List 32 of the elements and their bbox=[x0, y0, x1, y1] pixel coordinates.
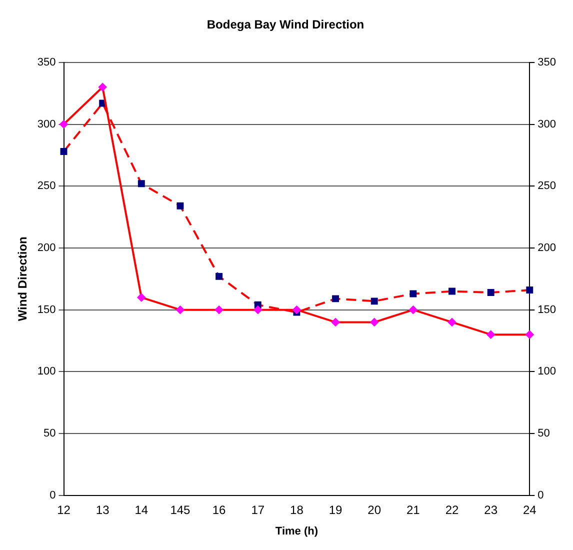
x-tick-label: 14 bbox=[134, 502, 148, 517]
x-tick-label: 12 bbox=[57, 502, 71, 517]
y2-tick-label: 250 bbox=[538, 180, 556, 192]
x-tick-label: 16 bbox=[212, 502, 226, 517]
x-tick-label: 24 bbox=[522, 502, 537, 517]
y2-tick-label: 100 bbox=[538, 366, 556, 378]
x-tick-label: 18 bbox=[290, 502, 304, 517]
x-tick-label: 22 bbox=[445, 502, 459, 517]
y2-tick-label: 0 bbox=[538, 489, 544, 502]
y-tick-label: 200 bbox=[37, 242, 56, 254]
y-tick-label: 300 bbox=[37, 118, 56, 130]
x-tick-label: 20 bbox=[368, 502, 382, 517]
y-tick-label: 0 bbox=[50, 489, 56, 502]
y2-tick-label: 50 bbox=[538, 428, 550, 440]
x-tick-label: 17 bbox=[251, 502, 265, 517]
chart-title: Bodega Bay Wind Direction bbox=[206, 18, 364, 32]
x-tick-label: 13 bbox=[96, 502, 110, 517]
x-tick-label: 145 bbox=[170, 502, 191, 517]
y-tick-label: 250 bbox=[37, 180, 56, 192]
y-tick-label: 50 bbox=[44, 428, 56, 440]
x-tick-label: 19 bbox=[328, 502, 343, 517]
y-axis-title: Wind Direction bbox=[16, 236, 30, 322]
y-tick-label: 100 bbox=[37, 366, 56, 378]
y-tick-label: 350 bbox=[37, 56, 56, 68]
x-tick-label: 23 bbox=[484, 502, 498, 517]
y-tick-label: 150 bbox=[37, 304, 56, 316]
x-tick-label: 21 bbox=[406, 502, 420, 517]
y2-tick-label: 200 bbox=[538, 242, 556, 254]
x-axis-title: Time (h) bbox=[275, 525, 318, 538]
y2-tick-label: 150 bbox=[538, 304, 556, 316]
y2-tick-label: 350 bbox=[538, 56, 556, 68]
y2-tick-label: 300 bbox=[538, 118, 556, 130]
